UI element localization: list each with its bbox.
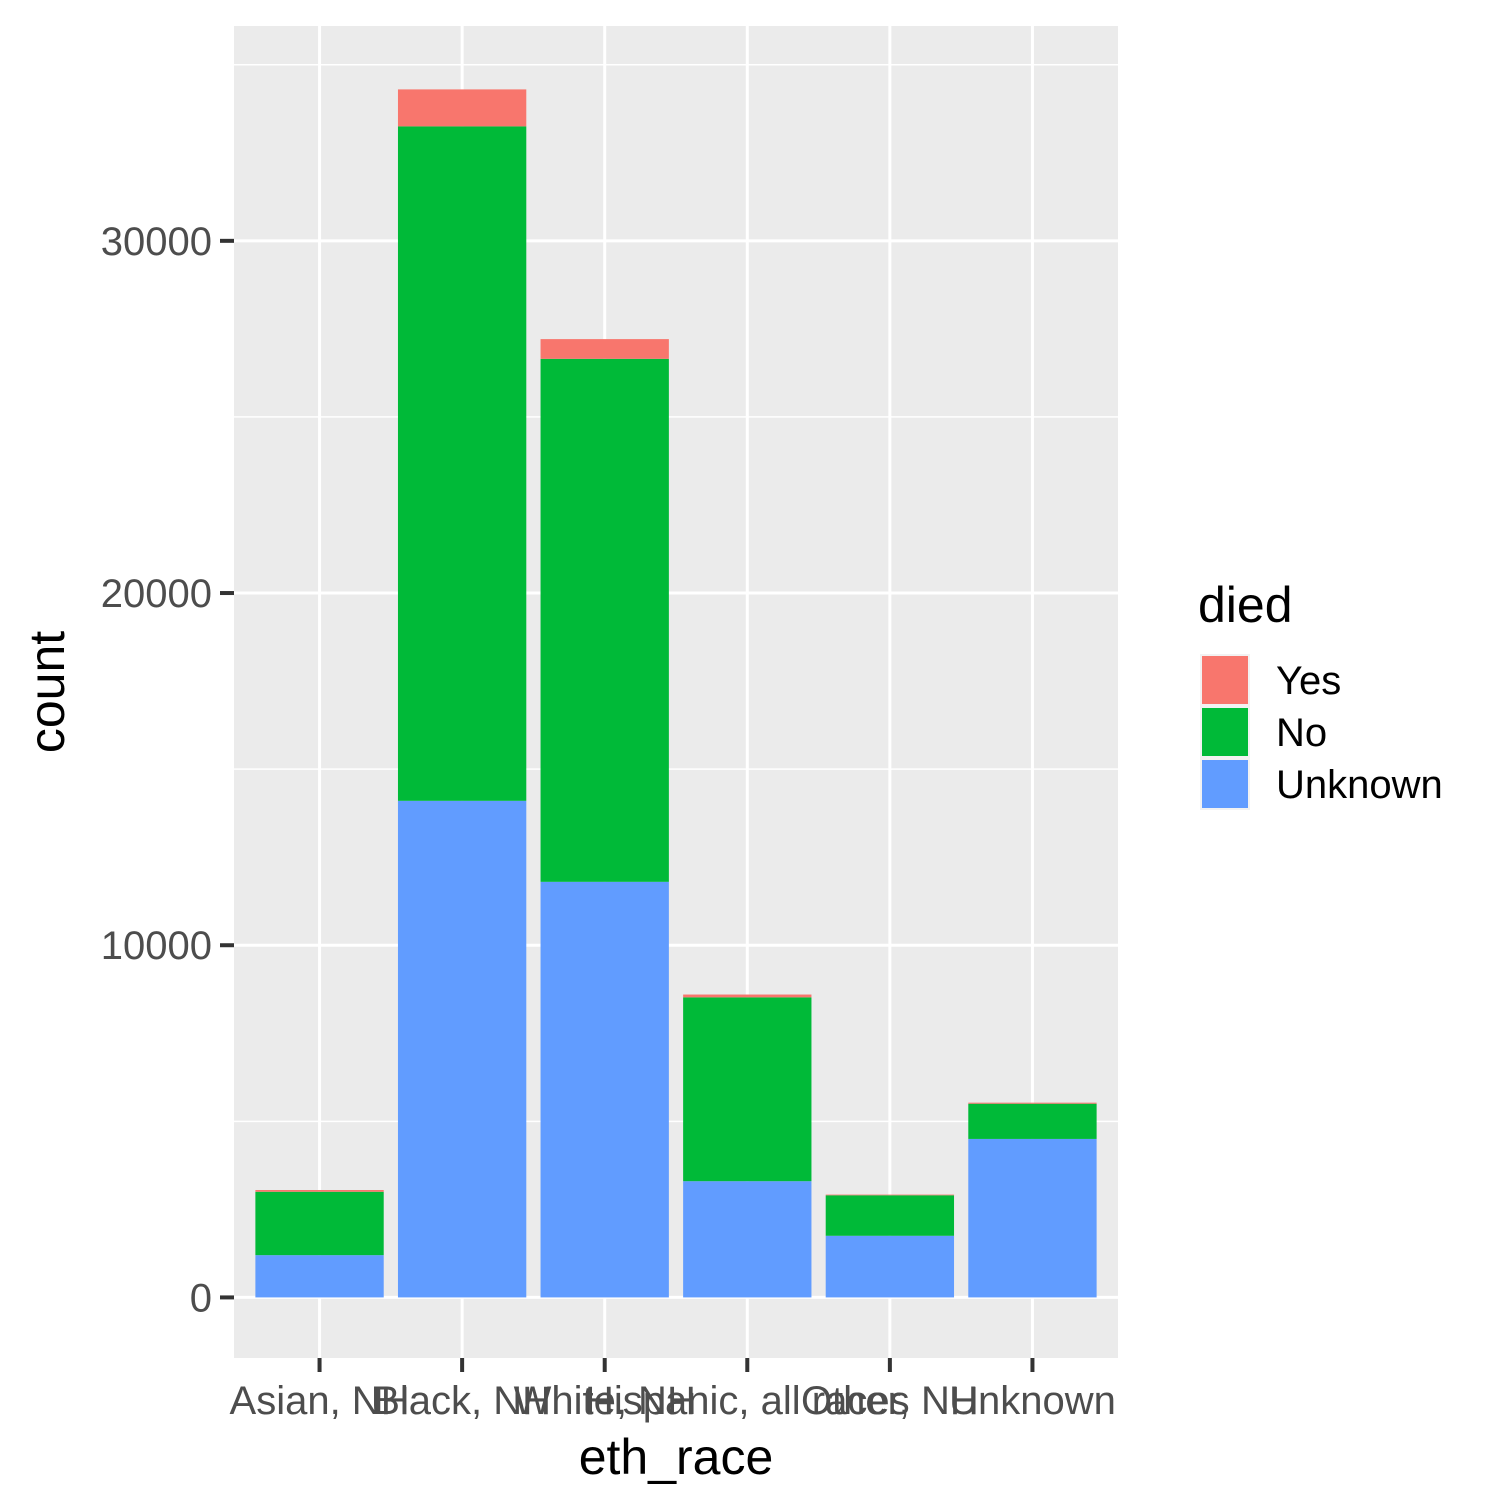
legend-label-unknown: Unknown <box>1276 763 1443 807</box>
legend-swatch-unknown <box>1202 760 1248 808</box>
bar-yes-5 <box>968 1102 1097 1104</box>
bar-no-2 <box>540 358 669 882</box>
x-tick-label: Hispanic, all races <box>585 1379 910 1423</box>
bar-yes-1 <box>397 89 527 127</box>
bar-unknown-5 <box>968 1138 1097 1298</box>
x-tick-label: White, NH <box>514 1379 696 1423</box>
bar-no-4 <box>825 1195 955 1236</box>
x-tick-label: Unknown <box>949 1379 1116 1423</box>
y-tick-label: 20000 <box>101 572 212 616</box>
y-tick-label: 0 <box>190 1276 212 1320</box>
bar-unknown-0 <box>255 1255 384 1298</box>
x-tick-label: Other, NH <box>801 1379 979 1423</box>
y-tick-label: 10000 <box>101 924 212 968</box>
bar-unknown-3 <box>683 1181 812 1298</box>
x-axis-title: eth_race <box>579 1429 774 1485</box>
bar-no-1 <box>397 126 527 801</box>
bar-unknown-4 <box>825 1235 955 1298</box>
legend: died Yes No Unknown <box>1198 577 1443 810</box>
bar-no-0 <box>255 1191 384 1256</box>
legend-label-yes: Yes <box>1276 659 1341 703</box>
bar-unknown-2 <box>540 881 669 1298</box>
bar-yes-4 <box>825 1194 955 1196</box>
y-axis: 0 10000 20000 30000 <box>101 220 234 1320</box>
legend-title: died <box>1198 577 1293 633</box>
bar-no-5 <box>968 1103 1097 1139</box>
bar-no-3 <box>683 997 812 1182</box>
legend-label-no: No <box>1276 711 1327 755</box>
bar-yes-3 <box>683 994 812 998</box>
bar-unknown-1 <box>397 800 527 1298</box>
y-tick-label: 30000 <box>101 220 212 264</box>
x-tick-label: Black, NH <box>373 1379 551 1423</box>
legend-swatch-yes <box>1202 656 1248 704</box>
bar-yes-0 <box>255 1190 384 1192</box>
y-axis-title: count <box>19 631 75 753</box>
x-tick-label: Asian, NH <box>230 1379 410 1423</box>
bars <box>255 89 1097 1298</box>
legend-swatch-no <box>1202 708 1248 756</box>
bar-yes-2 <box>540 339 669 359</box>
